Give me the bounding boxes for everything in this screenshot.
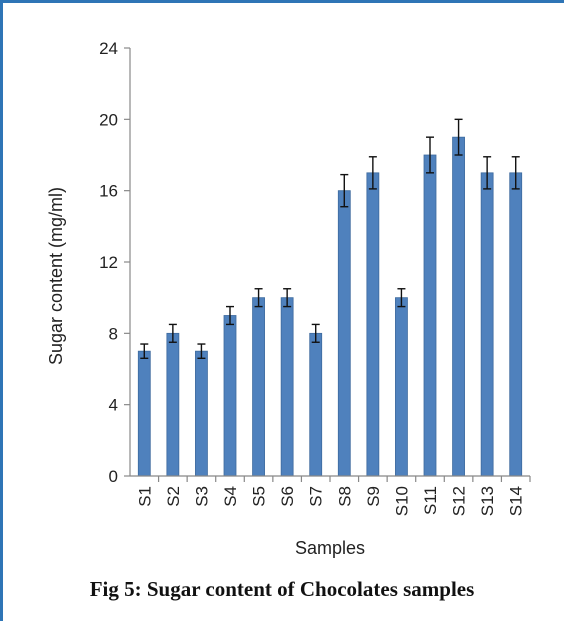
figure-caption: Fig 5: Sugar content of Chocolates sampl…: [89, 577, 475, 601]
bar-s14: [509, 172, 523, 477]
x-tick-label: S2: [164, 486, 183, 507]
bar-s12: [452, 136, 465, 477]
bar-s5: [252, 297, 265, 477]
x-tick-label: S9: [364, 486, 383, 507]
bars: [137, 136, 523, 477]
x-axis-ticks: S1 S2 S3 S4 S5 S6 S7 S8 S9 S10 S11 S12 S13 S14: [135, 476, 531, 516]
y-tick-label: 12: [99, 253, 118, 272]
x-tick-label: S4: [221, 486, 240, 507]
x-axis-label: Samples: [295, 538, 365, 558]
y-tick-label: 0: [109, 467, 118, 486]
y-tick-label: 16: [99, 182, 118, 201]
x-tick-label: S14: [507, 486, 526, 516]
x-tick-label: S1: [135, 486, 154, 507]
bar-s2: [166, 332, 180, 477]
bar-s7: [309, 332, 323, 477]
y-axis-label: Sugar content (mg/ml): [46, 187, 66, 365]
bar-s11: [423, 154, 437, 477]
y-tick-label: 24: [99, 39, 118, 58]
y-tick-label: 4: [109, 396, 118, 415]
y-tick-label: 8: [109, 324, 118, 343]
bar-s3: [195, 350, 208, 477]
bar-s13: [480, 172, 494, 477]
error-bars: [140, 118, 520, 359]
x-tick-label: S7: [307, 486, 326, 507]
bar-s4: [223, 315, 237, 477]
x-tick-label: S5: [250, 486, 269, 507]
x-tick-label: S6: [278, 486, 297, 507]
x-tick-label: S8: [335, 486, 354, 507]
x-tick-label: S10: [392, 486, 411, 516]
bar-s10: [395, 297, 408, 477]
bar-s8: [337, 190, 351, 477]
y-tick-label: 20: [99, 110, 118, 129]
x-tick-label: S11: [421, 486, 440, 515]
x-tick-label: S13: [478, 486, 497, 516]
bar-s1: [137, 350, 151, 477]
x-tick-label: S12: [450, 486, 469, 516]
bar-s6: [280, 297, 294, 477]
y-axis-ticks: 0 4 8 12 16 20 24: [99, 39, 130, 486]
bar-s9: [366, 172, 380, 477]
x-tick-label: S3: [192, 486, 211, 507]
